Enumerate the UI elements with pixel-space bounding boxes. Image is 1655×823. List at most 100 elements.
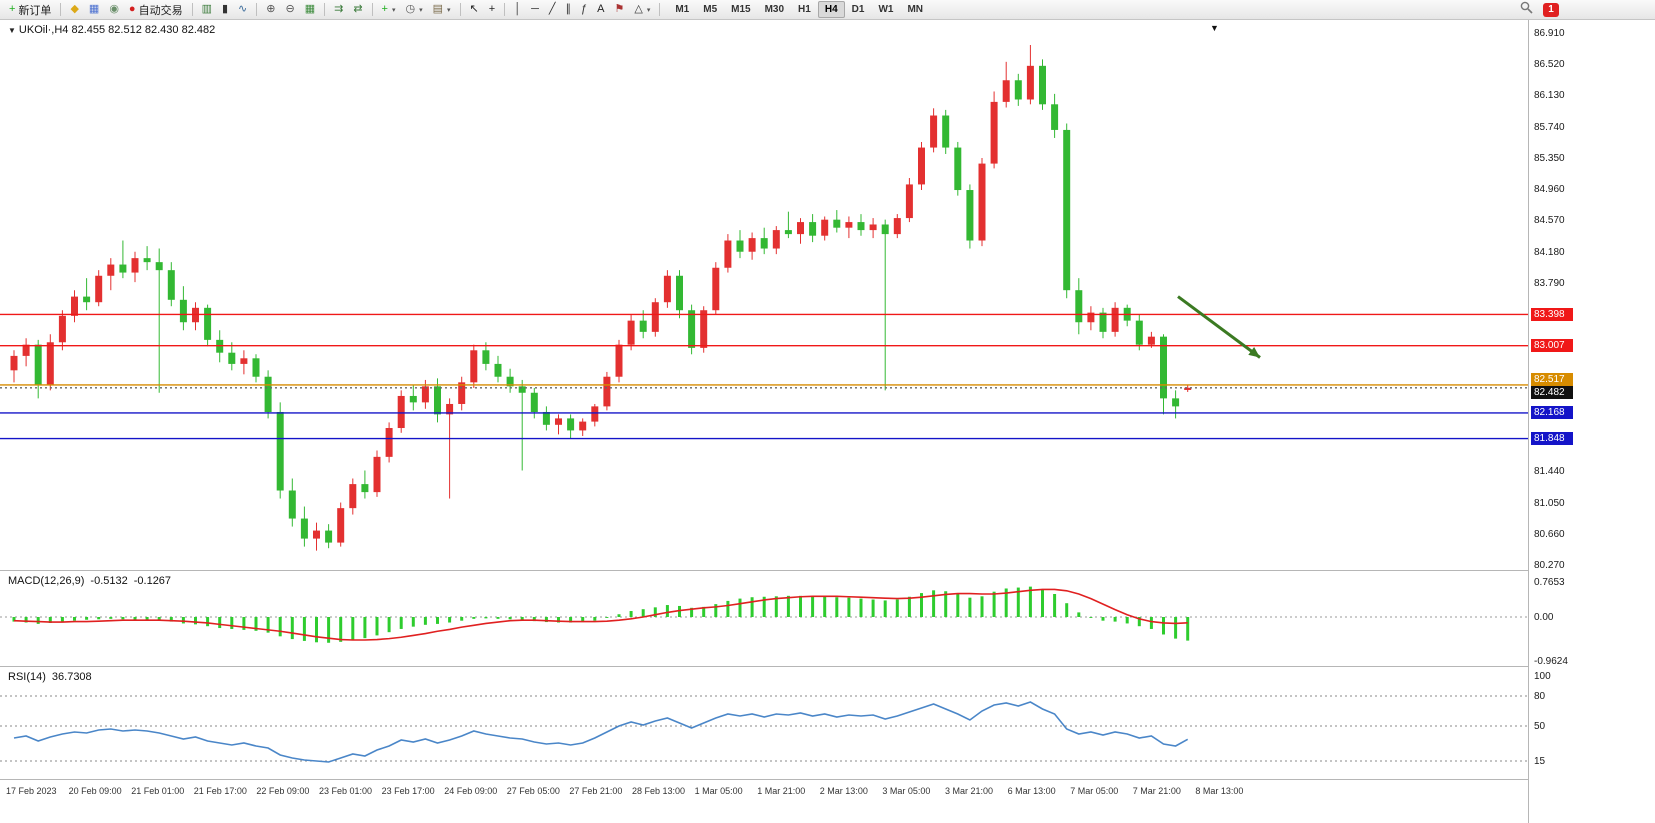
crosshair-button[interactable]: + bbox=[484, 1, 500, 18]
candle-body bbox=[71, 296, 78, 316]
candle-body bbox=[167, 270, 175, 300]
bar-chart-button[interactable]: ▥ bbox=[197, 1, 217, 18]
symbols-button[interactable]: ◆ bbox=[65, 1, 83, 18]
channel-button[interactable]: ∥ bbox=[561, 1, 577, 18]
macd-tick: -0.9624 bbox=[1534, 656, 1568, 668]
periods-button[interactable]: ◷ ▾ bbox=[401, 1, 428, 18]
cursor-icon: ↖ bbox=[469, 3, 479, 15]
timeframe-m1-button[interactable]: M1 bbox=[668, 1, 696, 18]
timeframe-h4-button[interactable]: H4 bbox=[817, 1, 845, 18]
arrows-tool-button[interactable]: ⚑ bbox=[609, 1, 629, 18]
collapse-arrow-icon[interactable]: ▼ bbox=[8, 26, 16, 35]
chart-region: ▼ UKOil·,H4 82.455 82.512 82.430 82.482 ▼… bbox=[0, 20, 1655, 823]
panel-divider[interactable] bbox=[0, 570, 1655, 571]
vertical-line-button[interactable]: │ bbox=[509, 1, 526, 18]
new-order-icon: + bbox=[9, 3, 16, 15]
candle-body bbox=[1172, 398, 1180, 407]
notification-badge[interactable]: 1 bbox=[1543, 2, 1559, 17]
toolbar-right: 1 bbox=[1520, 1, 1651, 19]
template-icon: ▤ bbox=[432, 3, 444, 15]
main-chart-canvas[interactable] bbox=[0, 20, 1528, 570]
chart-shift-marker[interactable]: ▼ bbox=[1210, 23, 1219, 33]
timeframe-w1-button[interactable]: W1 bbox=[871, 1, 900, 18]
toolbar-separator bbox=[191, 3, 193, 16]
candle-body bbox=[446, 403, 454, 415]
panel-divider[interactable] bbox=[0, 779, 1655, 780]
zoom-out-button[interactable]: ⊖ bbox=[280, 1, 299, 18]
fibonacci-icon: ƒ bbox=[581, 3, 588, 15]
macd-name: MACD(12,26,9) bbox=[8, 575, 85, 587]
timeframe-m30-button[interactable]: M30 bbox=[758, 1, 791, 18]
candle-body bbox=[337, 508, 345, 543]
market-watch-icon: ▦ bbox=[88, 3, 100, 15]
timeframe-d1-button[interactable]: D1 bbox=[845, 1, 872, 18]
candle-body bbox=[676, 275, 683, 311]
price-tick: 86.910 bbox=[1534, 27, 1565, 39]
chart-shift-button[interactable]: ⇄ bbox=[348, 1, 367, 18]
text-icon: A bbox=[597, 3, 605, 15]
panel-divider[interactable] bbox=[0, 666, 1655, 667]
price-tick: 80.660 bbox=[1534, 528, 1565, 540]
macd-canvas[interactable] bbox=[0, 572, 1528, 666]
add-indicator-button[interactable]: + ▾ bbox=[377, 1, 401, 18]
text-tool-button[interactable]: A bbox=[592, 1, 609, 18]
candle-body bbox=[809, 222, 817, 236]
dropdown-caret-icon: ▾ bbox=[447, 6, 451, 14]
autotrading-icon: ● bbox=[128, 3, 136, 15]
dropdown-caret-icon: ▾ bbox=[646, 6, 651, 14]
toolbar-separator bbox=[659, 3, 661, 16]
candle-body bbox=[797, 222, 804, 235]
shapes-button[interactable]: △ ▾ bbox=[629, 1, 655, 18]
candlestick-chart-button[interactable]: ▮ bbox=[217, 1, 233, 18]
trendline-button[interactable]: ╱ bbox=[544, 1, 561, 18]
price-tick: 84.960 bbox=[1534, 184, 1565, 196]
autotrading-button[interactable]: ● 自动交易 bbox=[124, 1, 188, 18]
candle-body bbox=[542, 411, 550, 425]
chart-shift-icon: ⇄ bbox=[353, 3, 363, 15]
candle-body bbox=[954, 147, 962, 191]
market-watch-button[interactable]: ▦ bbox=[84, 1, 104, 18]
symbols-icon: ◆ bbox=[70, 3, 79, 15]
timeframe-h1-button[interactable]: H1 bbox=[791, 1, 818, 18]
candle-body bbox=[228, 352, 236, 364]
price-axis[interactable]: 86.910 86.520 86.130 85.740 85.350 84.960 84.5… bbox=[1528, 20, 1655, 823]
toolbar-separator bbox=[504, 3, 506, 16]
timeframe-m15-button[interactable]: M15 bbox=[724, 1, 757, 18]
candle-body bbox=[736, 240, 744, 252]
candle-body bbox=[833, 219, 841, 228]
candle-body bbox=[518, 386, 526, 393]
fibonacci-button[interactable]: ƒ bbox=[576, 1, 592, 18]
navigator-button[interactable]: ◉ bbox=[104, 1, 124, 18]
price-tick: 86.130 bbox=[1534, 90, 1565, 102]
rsi-canvas[interactable] bbox=[0, 668, 1528, 779]
timeframe-mn-button[interactable]: MN bbox=[900, 1, 930, 18]
candle-body bbox=[458, 382, 466, 404]
candle-body bbox=[845, 222, 853, 228]
tile-windows-button[interactable]: ▦ bbox=[300, 1, 320, 18]
time-label: 3 Mar 05:00 bbox=[882, 786, 931, 796]
candle-body bbox=[530, 392, 538, 412]
horizontal-line-button[interactable]: ─ bbox=[526, 1, 544, 18]
templates-button[interactable]: ▤ ▾ bbox=[428, 1, 456, 18]
trend-arrow[interactable] bbox=[1177, 295, 1261, 359]
auto-scroll-button[interactable]: ⇉ bbox=[329, 1, 348, 18]
new-order-button-label: 新订单 bbox=[18, 4, 52, 17]
price-tick: 80.270 bbox=[1534, 560, 1565, 572]
line-chart-button[interactable]: ∿ bbox=[233, 1, 252, 18]
new-order-button[interactable]: + 新订单 bbox=[4, 1, 56, 18]
candle-body bbox=[300, 518, 308, 539]
zoom-in-button[interactable]: ⊕ bbox=[261, 1, 280, 18]
time-label: 28 Feb 13:00 bbox=[632, 786, 686, 796]
time-axis[interactable]: 17 Feb 2023 20 Feb 09:00 21 Feb 01:00 21 Fe… bbox=[0, 780, 1655, 823]
candle-body bbox=[942, 115, 950, 148]
level-price-badge: 81.848 bbox=[1531, 432, 1573, 446]
cursor-button[interactable]: ↖ bbox=[465, 1, 484, 18]
macd-signal-line bbox=[13, 588, 1188, 641]
tile-windows-icon: ▦ bbox=[304, 3, 316, 15]
timeframe-m5-button[interactable]: M5 bbox=[696, 1, 724, 18]
time-label: 23 Feb 17:00 bbox=[381, 786, 435, 796]
zoom-out-icon: ⊖ bbox=[285, 3, 295, 15]
price-tick: 81.440 bbox=[1534, 466, 1565, 478]
candle-body bbox=[1075, 290, 1083, 323]
search-icon[interactable] bbox=[1520, 1, 1533, 19]
